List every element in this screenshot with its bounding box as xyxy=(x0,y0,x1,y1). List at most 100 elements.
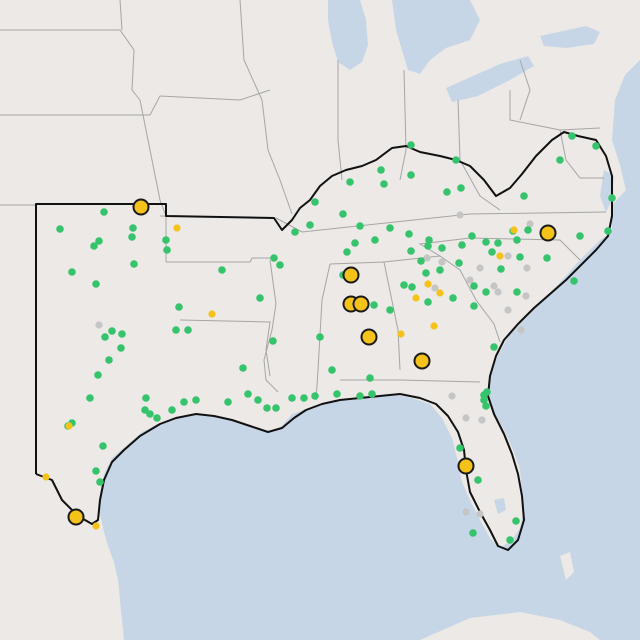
map-marker-green[interactable] xyxy=(424,242,432,250)
map-marker-large[interactable] xyxy=(352,295,370,313)
map-marker-green[interactable] xyxy=(480,396,488,404)
map-marker-gray[interactable] xyxy=(438,258,446,266)
map-marker-green[interactable] xyxy=(457,184,465,192)
map-marker-green[interactable] xyxy=(408,283,416,291)
map-marker-green[interactable] xyxy=(417,257,425,265)
map-marker-green[interactable] xyxy=(368,390,376,398)
map-marker-green[interactable] xyxy=(56,225,64,233)
map-marker-green[interactable] xyxy=(224,398,232,406)
map-marker-green[interactable] xyxy=(328,366,336,374)
map-marker-green[interactable] xyxy=(488,248,496,256)
map-marker-green[interactable] xyxy=(108,327,116,335)
map-marker-green[interactable] xyxy=(386,224,394,232)
map-marker-green[interactable] xyxy=(592,142,600,150)
map-marker-green[interactable] xyxy=(490,343,498,351)
map-marker-green[interactable] xyxy=(269,337,277,345)
map-marker-green[interactable] xyxy=(130,260,138,268)
map-marker-green[interactable] xyxy=(192,396,200,404)
map-marker-green[interactable] xyxy=(90,242,98,250)
map-marker-green[interactable] xyxy=(436,266,444,274)
map-marker-gray[interactable] xyxy=(462,508,470,516)
map-marker-green[interactable] xyxy=(270,254,278,262)
map-marker-green[interactable] xyxy=(172,326,180,334)
map-marker-green[interactable] xyxy=(105,356,113,364)
map-marker-green[interactable] xyxy=(343,248,351,256)
map-marker-green[interactable] xyxy=(163,246,171,254)
map-marker-green[interactable] xyxy=(407,247,415,255)
map-marker-gray[interactable] xyxy=(476,264,484,272)
map-marker-green[interactable] xyxy=(386,306,394,314)
map-marker-green[interactable] xyxy=(118,330,126,338)
map-marker-green[interactable] xyxy=(516,253,524,261)
map-marker-green[interactable] xyxy=(425,236,433,244)
map-marker-green[interactable] xyxy=(117,344,125,352)
map-marker-green[interactable] xyxy=(346,178,354,186)
map-marker-yellow[interactable] xyxy=(42,473,50,481)
map-marker-green[interactable] xyxy=(494,239,502,247)
map-marker-green[interactable] xyxy=(422,269,430,277)
map-marker-yellow[interactable] xyxy=(424,280,432,288)
map-marker-green[interactable] xyxy=(162,236,170,244)
map-marker-green[interactable] xyxy=(95,237,103,245)
map-marker-green[interactable] xyxy=(497,265,505,273)
map-marker-green[interactable] xyxy=(452,156,460,164)
map-marker-green[interactable] xyxy=(513,288,521,296)
map-marker-green[interactable] xyxy=(142,394,150,402)
map-marker-large[interactable] xyxy=(539,224,557,242)
map-marker-green[interactable] xyxy=(356,222,364,230)
map-marker-green[interactable] xyxy=(311,392,319,400)
map-marker-green[interactable] xyxy=(96,478,104,486)
map-marker-green[interactable] xyxy=(300,394,308,402)
map-marker-green[interactable] xyxy=(306,221,314,229)
map-marker-gray[interactable] xyxy=(526,220,534,228)
map-marker-green[interactable] xyxy=(316,333,324,341)
map-marker-green[interactable] xyxy=(608,194,616,202)
map-marker-green[interactable] xyxy=(443,188,451,196)
map-marker-gray[interactable] xyxy=(504,252,512,260)
map-marker-green[interactable] xyxy=(371,236,379,244)
map-marker-green[interactable] xyxy=(482,288,490,296)
map-marker-green[interactable] xyxy=(470,302,478,310)
map-marker-green[interactable] xyxy=(458,241,466,249)
map-marker-green[interactable] xyxy=(351,239,359,247)
map-marker-green[interactable] xyxy=(576,232,584,240)
map-marker-green[interactable] xyxy=(128,233,136,241)
map-marker-gray[interactable] xyxy=(95,321,103,329)
map-marker-green[interactable] xyxy=(483,388,491,396)
map-marker-green[interactable] xyxy=(244,390,252,398)
map-marker-large[interactable] xyxy=(360,328,378,346)
map-marker-green[interactable] xyxy=(400,281,408,289)
map-marker-yellow[interactable] xyxy=(436,289,444,297)
map-marker-gray[interactable] xyxy=(423,254,431,262)
map-marker-green[interactable] xyxy=(180,398,188,406)
map-marker-green[interactable] xyxy=(455,259,463,267)
map-marker-yellow[interactable] xyxy=(496,252,504,260)
map-marker-green[interactable] xyxy=(153,414,161,422)
map-marker-green[interactable] xyxy=(184,326,192,334)
map-marker-green[interactable] xyxy=(94,371,102,379)
map-marker-green[interactable] xyxy=(604,227,612,235)
map-marker-green[interactable] xyxy=(524,226,532,234)
map-marker-gray[interactable] xyxy=(490,282,498,290)
map-marker-green[interactable] xyxy=(263,404,271,412)
map-marker-green[interactable] xyxy=(92,280,100,288)
map-marker-green[interactable] xyxy=(101,333,109,341)
map-marker-green[interactable] xyxy=(449,294,457,302)
map-marker-green[interactable] xyxy=(339,210,347,218)
map-marker-green[interactable] xyxy=(366,374,374,382)
map-marker-gray[interactable] xyxy=(478,416,486,424)
map-marker-yellow[interactable] xyxy=(92,522,100,530)
map-marker-large[interactable] xyxy=(132,198,150,216)
map-marker-gray[interactable] xyxy=(504,306,512,314)
map-marker-green[interactable] xyxy=(100,208,108,216)
map-marker-green[interactable] xyxy=(456,444,464,452)
map-marker-green[interactable] xyxy=(438,244,446,252)
map-marker-green[interactable] xyxy=(168,406,176,414)
map-marker-gray[interactable] xyxy=(523,264,531,272)
map-marker-green[interactable] xyxy=(380,180,388,188)
map-marker-green[interactable] xyxy=(311,198,319,206)
map-marker-green[interactable] xyxy=(407,141,415,149)
map-marker-gray[interactable] xyxy=(462,414,470,422)
